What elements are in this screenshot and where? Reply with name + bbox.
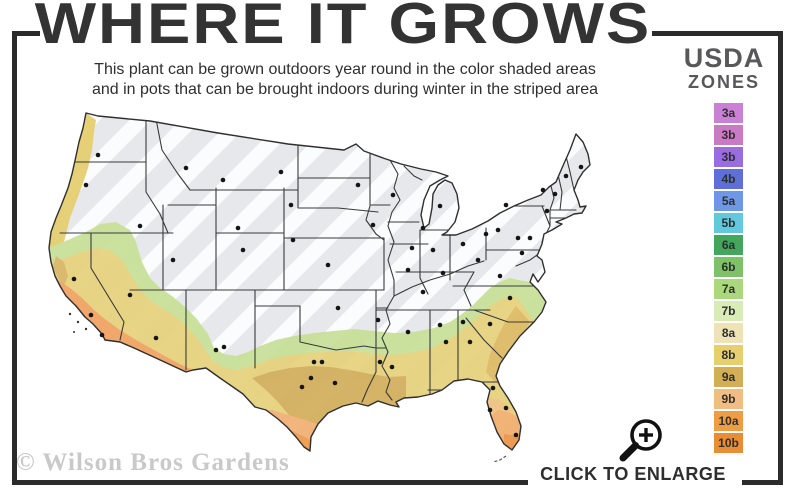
city-dot [552,191,558,197]
city-dot [540,187,546,193]
city-dot [420,225,426,231]
legend-zone-chip-4b: 4b [714,169,743,189]
click-to-enlarge-button[interactable]: CLICK TO ENLARGE [540,464,726,484]
city-dot [405,267,411,273]
city-dot [460,241,466,247]
city-dot [475,257,481,263]
legend-heading-zones: ZONES [687,72,760,92]
city-dot [443,339,449,345]
city-dot [420,289,426,295]
city-dot [497,273,503,279]
city-dot [220,177,226,183]
legend-zone-chip-7a: 7a [714,279,743,299]
frame-gap-enlarge [528,477,742,489]
city-dot [213,347,219,353]
city-dot [299,384,305,390]
city-dot [527,235,533,241]
city-dot [240,247,246,253]
city-dot [487,321,493,327]
city-dot [519,250,525,256]
city-dot [335,305,341,311]
city-dot [390,192,396,198]
legend-zone-chip-5b: 5b [714,213,743,233]
city-dot [405,329,411,335]
city-dot [153,335,159,341]
usda-zone-legend: 3a 3b 3b 4b 5a 5b 6a 6b 7a 7b 8a 8b 9a 9b 10a 10b [714,103,743,455]
city-dot [467,339,473,345]
city-dot [183,165,189,171]
city-dot [71,276,77,282]
legend-zone-chip-3a: 3a [714,103,743,123]
city-dot [437,203,443,209]
legend-zone-chip-3b: 3b [714,147,743,167]
us-zone-map[interactable] [38,110,658,478]
city-dot [375,317,381,323]
frame-gap-title [40,28,652,39]
legend-zone-chip-8a: 8a [714,323,743,343]
city-dot [490,385,496,391]
legend-zone-chip-6a: 6a [714,235,743,255]
city-dot [483,231,489,237]
city-dot [487,407,493,413]
city-dot [440,270,446,276]
legend-zone-chip-10b: 10b [714,433,743,453]
city-dot [437,322,443,328]
city-dot [515,235,521,241]
city-dot [507,295,513,301]
city-dot [544,208,550,214]
city-dot [170,257,176,263]
city-dot [288,202,294,208]
legend-zone-chip-5a: 5a [714,191,743,211]
subtitle-line-2: and in pots that can be brought indoors … [91,81,599,98]
city-dot [221,344,227,350]
legend-zone-chip-10a: 10a [714,411,743,431]
city-dot [290,237,296,243]
city-dot [88,312,94,318]
city-dot [513,432,519,438]
color-shaded-zones [49,113,546,451]
city-dots [71,152,584,438]
city-dot [278,169,284,175]
legend-zone-chip-9a: 9a [714,367,743,387]
city-dot [460,319,466,325]
city-dot [308,375,314,381]
city-dot [332,380,338,386]
city-dot [311,359,317,365]
city-dot [430,247,436,253]
subtitle: This plant can be grown outdoors year ro… [45,60,645,100]
city-dot [325,262,331,268]
legend-heading: USDA ZONES [662,44,786,92]
city-dot [83,182,89,188]
islands-specks [68,312,88,333]
city-dot [235,225,241,231]
city-dot [99,332,105,338]
city-dot [137,223,143,229]
city-dot [389,364,395,370]
city-dot [95,152,101,158]
city-dot [355,182,361,188]
city-dot [370,222,376,228]
florida-keys [492,455,507,463]
magnifier-plus-icon[interactable] [612,412,678,466]
subtitle-line-1: This plant can be grown outdoors year ro… [94,61,596,78]
legend-zone-chip-9b: 9b [714,389,743,409]
city-dot [578,164,584,170]
city-dot [495,227,501,233]
legend-zone-chip-6b: 6b [714,257,743,277]
city-dot [319,359,325,365]
legend-heading-usda: USDA [683,43,765,73]
watermark: © Wilson Bros Gardens [16,449,290,476]
legend-zone-chip-8b: 8b [714,345,743,365]
legend-zone-chip-7b: 7b [714,301,743,321]
city-dot [563,173,569,179]
city-dot [503,202,509,208]
city-dot [377,359,383,365]
city-dot [503,405,509,411]
legend-zone-chip-3b: 3b [714,125,743,145]
city-dot [409,245,415,251]
city-dot [127,292,133,298]
page-title: WHERE IT GROWS [34,0,652,56]
